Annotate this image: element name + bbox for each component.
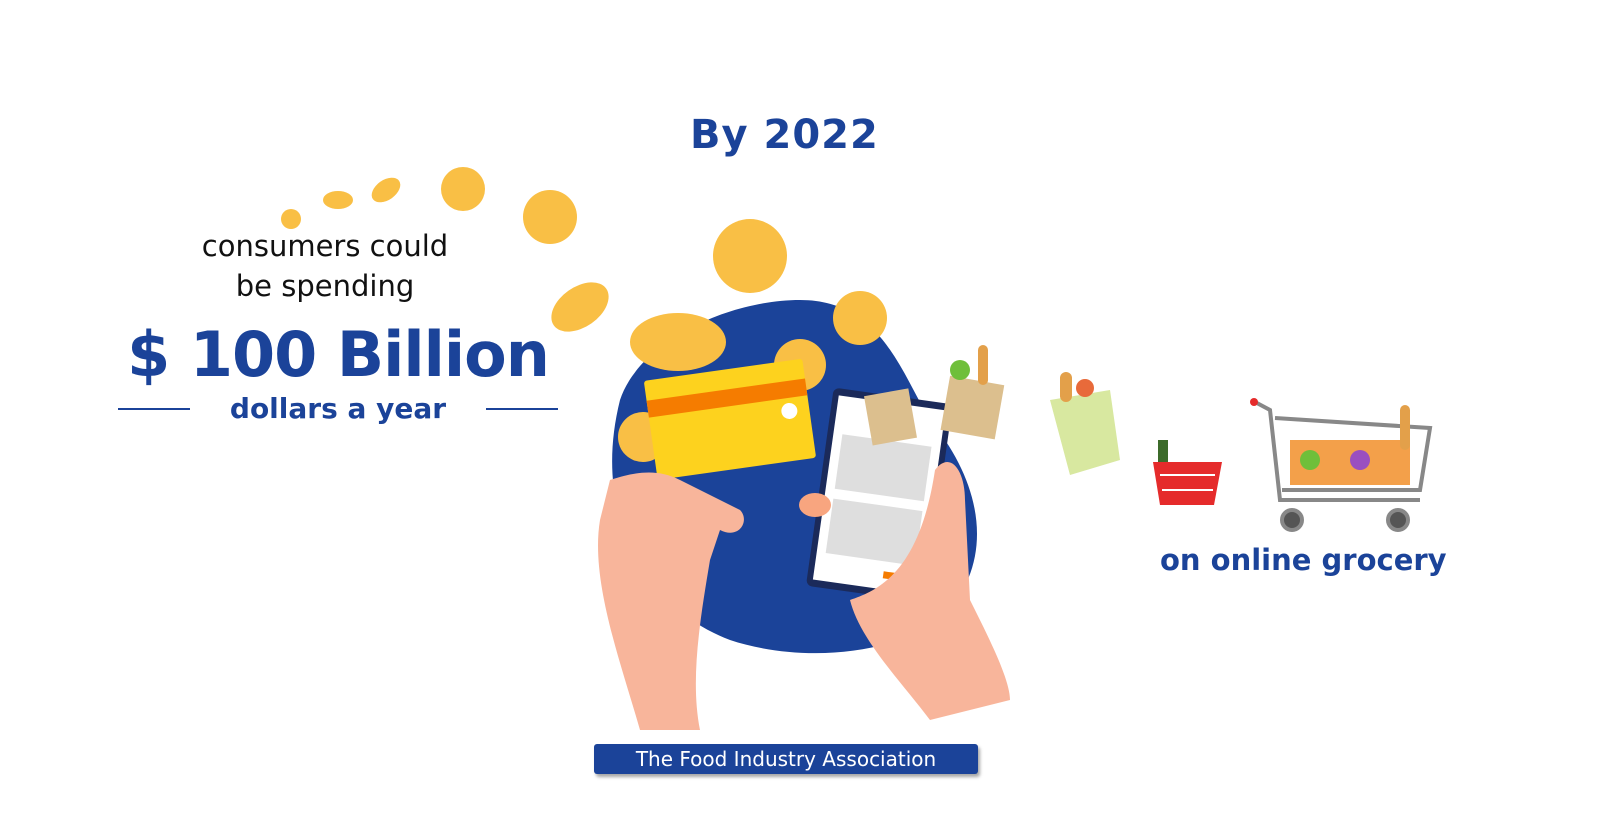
source-badge: The Food Industry Association — [594, 744, 978, 774]
subtitle-line-2: be spending — [235, 269, 415, 303]
divider — [118, 407, 190, 410]
headline: By 2022 — [690, 112, 879, 158]
subtitle-line-1: consumers could — [201, 229, 449, 263]
amount: $ 100 Billion — [127, 318, 550, 391]
coin-icon — [281, 167, 887, 462]
hand-icon — [598, 472, 744, 730]
credit-card-icon — [644, 359, 816, 480]
divider — [486, 407, 558, 410]
unit: dollars a year — [229, 392, 447, 425]
hand-icon — [850, 461, 1010, 720]
unit-row: dollars a year — [118, 392, 558, 425]
category-label: on online grocery — [1160, 543, 1447, 577]
shopping-cart-icon — [1250, 398, 1433, 532]
subtitle: consumers could be spending — [150, 226, 500, 306]
grocery-bag-icon — [863, 345, 1120, 475]
shopping-basket-icon — [1153, 440, 1222, 505]
